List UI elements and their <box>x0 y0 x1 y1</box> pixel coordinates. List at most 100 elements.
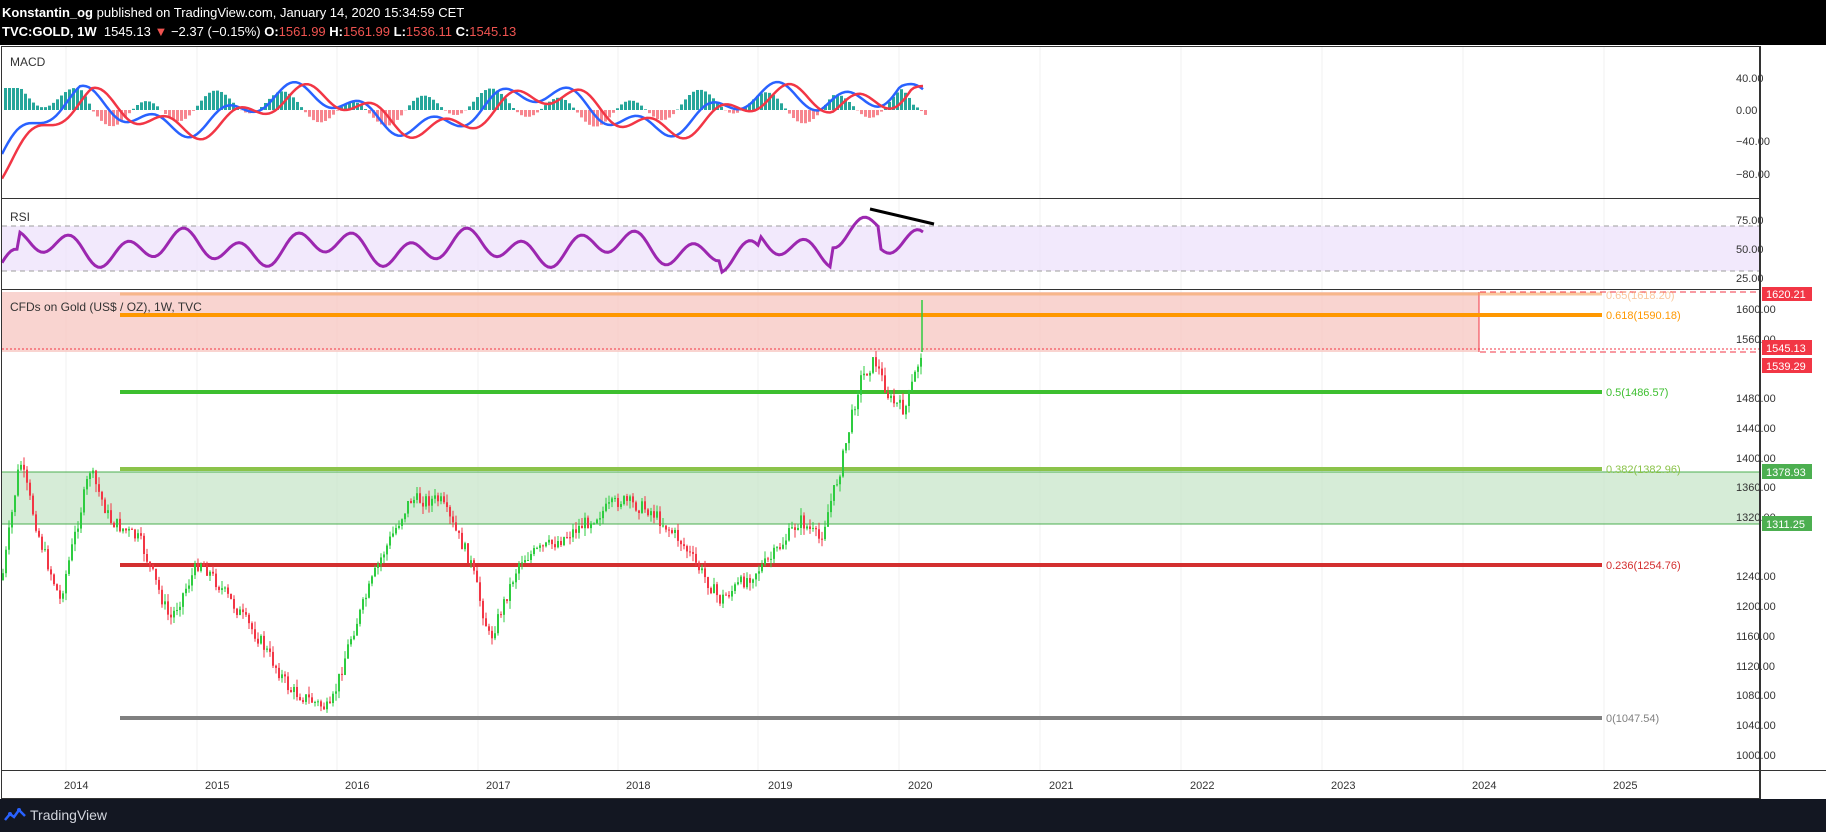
candle-body <box>428 496 430 506</box>
candle-body <box>605 503 607 511</box>
candle-body <box>854 409 856 411</box>
time-axis[interactable]: 2014 2015 2016 2017 2018 2019 2020 2021 … <box>64 780 1637 792</box>
macd-bar <box>48 105 51 110</box>
macd-bar <box>448 110 451 114</box>
price-pane[interactable]: 0.65(1618.20) 0.618(1590.18) 0.5(1486.57… <box>2 287 1812 762</box>
candle-body <box>245 612 247 615</box>
macd-bar <box>368 110 371 114</box>
price-tick: 1600.00 <box>1736 304 1776 316</box>
candle-body <box>614 498 616 500</box>
tradingview-logo-icon[interactable] <box>4 806 26 824</box>
macd-bar <box>444 110 447 111</box>
macd-bar <box>332 110 335 115</box>
price-tags: 1620.21 1545.13 1539.29 1378.93 1311.25 <box>1762 287 1812 531</box>
macd-bar <box>188 110 191 116</box>
support-green-zone[interactable] <box>2 472 1760 524</box>
candle-body <box>101 491 103 500</box>
macd-title: MACD <box>10 55 46 69</box>
candle-body <box>278 667 280 679</box>
macd-bar <box>916 107 919 110</box>
macd-bar <box>684 99 687 110</box>
down-arrow-icon: ▼ <box>154 24 168 39</box>
candle-body <box>515 573 517 583</box>
candle-body <box>791 527 793 529</box>
macd-bar <box>616 108 619 110</box>
candle-body <box>797 527 799 530</box>
candle-body <box>629 496 631 501</box>
macd-bar <box>896 92 899 110</box>
footer-brand[interactable]: TradingView <box>30 807 108 823</box>
candle-body <box>236 608 238 615</box>
candle-body <box>821 538 823 540</box>
series-legend[interactable]: CFDs on Gold (US$ / OZ), 1W, TVC <box>10 300 202 314</box>
macd-bar <box>56 99 59 110</box>
candle-body <box>425 496 427 507</box>
macd-bar <box>828 99 831 110</box>
candle-body <box>110 510 112 523</box>
macd-pane[interactable]: MACD 40.00 0.00 −40.00 −80.00 <box>0 55 1770 181</box>
candle-body <box>665 525 667 530</box>
candle-body <box>218 587 220 590</box>
candle-body <box>917 366 919 372</box>
candle-body <box>656 511 658 518</box>
macd-bar <box>184 110 187 119</box>
candle-body <box>104 499 106 514</box>
candle-body <box>533 548 535 555</box>
candle-body <box>593 523 595 525</box>
candle-body <box>461 532 463 550</box>
candle-body <box>491 630 493 639</box>
fibonacci-retracement[interactable]: 0.65(1618.20) 0.618(1590.18) 0.5(1486.57… <box>120 290 1681 725</box>
candle-body <box>137 533 139 539</box>
macd-bar <box>492 88 495 110</box>
candle-body <box>485 618 487 627</box>
candle-body <box>758 571 760 574</box>
macd-bar <box>572 107 575 110</box>
macd-bar <box>844 98 847 110</box>
candle-body <box>641 501 643 513</box>
macd-bar <box>84 96 87 110</box>
candle-body <box>299 697 301 701</box>
macd-bar <box>172 110 175 121</box>
candle-body <box>188 585 190 589</box>
candle-body <box>149 561 151 565</box>
macd-bar <box>200 100 203 110</box>
candle-body <box>812 527 814 529</box>
macd-bar <box>392 110 395 124</box>
macd-bar <box>352 101 355 110</box>
macd-bar <box>316 110 319 123</box>
candle-body <box>746 578 748 588</box>
fib-red-zone[interactable] <box>2 292 1479 352</box>
macd-bar <box>804 110 807 124</box>
macd-bar <box>72 88 75 110</box>
low-label: L: <box>393 24 406 39</box>
author-name[interactable]: Konstantin_og <box>2 5 93 20</box>
candle-body <box>404 513 406 520</box>
candle-body <box>668 529 670 531</box>
macd-bar <box>456 110 459 115</box>
macd-bar <box>544 105 547 110</box>
candle-body <box>284 674 286 677</box>
macd-bar <box>136 105 139 110</box>
symbol-label[interactable]: TVC:GOLD, 1W <box>2 24 97 39</box>
candle-body <box>833 485 835 501</box>
chart-area[interactable]: MACD 40.00 0.00 −40.00 −80.00 RSI 75.00 … <box>0 45 1826 799</box>
price-tag <box>1762 358 1812 373</box>
candle-body <box>863 373 865 376</box>
candle-body <box>908 390 910 406</box>
candle-body <box>14 495 16 513</box>
candle-body <box>92 470 94 474</box>
candle-body <box>143 535 145 555</box>
candle-body <box>482 600 484 619</box>
chart-background <box>0 45 1826 799</box>
rsi-trendline[interactable] <box>869 207 935 226</box>
macd-bar <box>620 104 623 110</box>
candle-body <box>35 514 37 531</box>
candle-body <box>575 529 577 533</box>
price-tag <box>1762 340 1812 355</box>
candle-body <box>674 529 676 533</box>
macd-bar <box>452 110 455 115</box>
macd-bar <box>312 110 315 121</box>
rsi-pane[interactable]: RSI 75.00 50.00 25.00 <box>0 207 1764 285</box>
macd-bar <box>652 110 655 117</box>
macd-bar <box>196 105 199 110</box>
